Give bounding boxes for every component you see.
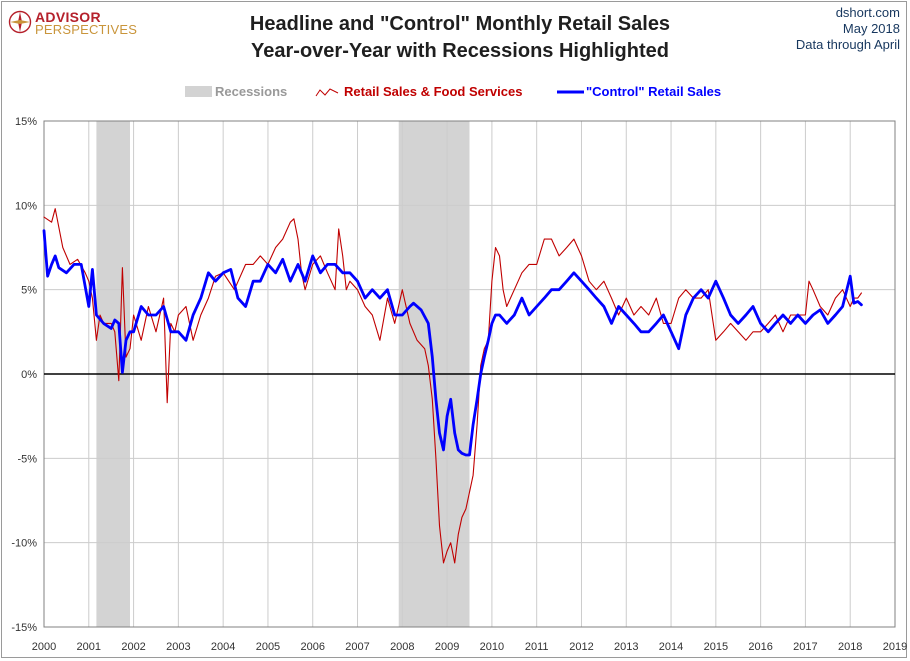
legend-swatch-headline — [315, 88, 339, 97]
advisor-perspectives-logo: ADVISOR PERSPECTIVES — [8, 8, 143, 40]
x-tick-label-2005: 2005 — [256, 641, 280, 653]
x-tick-label-2002: 2002 — [121, 641, 145, 653]
x-tick-label-2015: 2015 — [704, 641, 728, 653]
compass-star-icon — [8, 10, 32, 34]
x-tick-label-2014: 2014 — [659, 641, 683, 653]
logo-text-line1: ADVISOR — [35, 9, 101, 25]
legend-label-recessions: Recessions — [215, 84, 287, 99]
y-tick-label-2: 5% — [21, 285, 37, 297]
source-site: dshort.com — [835, 5, 900, 20]
series-line-control-retail-sales — [42, 229, 863, 457]
legend-swatch-recessions — [185, 86, 212, 97]
x-tick-label-2019: 2019 — [883, 641, 907, 653]
x-tick-label-2004: 2004 — [211, 641, 235, 653]
chart-title-line2: Year-over-Year with Recessions Highlight… — [251, 40, 669, 62]
y-tick-label-5: -10% — [11, 538, 37, 550]
source-date: May 2018 — [842, 21, 900, 36]
x-tick-label-2012: 2012 — [569, 641, 593, 653]
chart-title-line1: Headline and "Control" Monthly Retail Sa… — [249, 13, 671, 35]
logo-text-line2: PERSPECTIVES — [35, 22, 138, 37]
x-tick-label-2008: 2008 — [390, 641, 414, 653]
series-line-retail-sales-food-services — [43, 208, 862, 564]
x-tick-label-2017: 2017 — [793, 641, 817, 653]
y-tick-label-4: -5% — [17, 453, 37, 465]
y-tick-label-3: 0% — [21, 369, 37, 381]
legend-label-headline: Retail Sales & Food Services — [344, 84, 522, 99]
x-tick-label-2016: 2016 — [748, 641, 772, 653]
plot-area: 2000 2001 2002 2003 2004 2005 2006 2007 2008 2009… — [11, 116, 907, 653]
x-tick-label-2003: 2003 — [166, 641, 190, 653]
y-tick-label-0: 15% — [15, 116, 37, 128]
x-tick-label-2011: 2011 — [525, 641, 549, 653]
x-tick-label-2018: 2018 — [838, 641, 862, 653]
y-tick-label-1: 10% — [15, 200, 37, 212]
x-tick-label-2013: 2013 — [614, 641, 638, 653]
x-tick-label-2006: 2006 — [300, 641, 324, 653]
x-tick-label-2009: 2009 — [435, 641, 459, 653]
x-tick-label-2007: 2007 — [345, 641, 369, 653]
y-tick-label-6: -15% — [11, 622, 37, 634]
chart-legend: Recessions Retail Sales & Food Services "C… — [185, 84, 721, 99]
source-note: Data through April — [795, 37, 900, 52]
x-tick-label-2000: 2000 — [32, 641, 56, 653]
legend-label-control: "Control" Retail Sales — [586, 84, 721, 99]
x-tick-label-2001: 2001 — [77, 641, 101, 653]
x-tick-label-2010: 2010 — [480, 641, 504, 653]
